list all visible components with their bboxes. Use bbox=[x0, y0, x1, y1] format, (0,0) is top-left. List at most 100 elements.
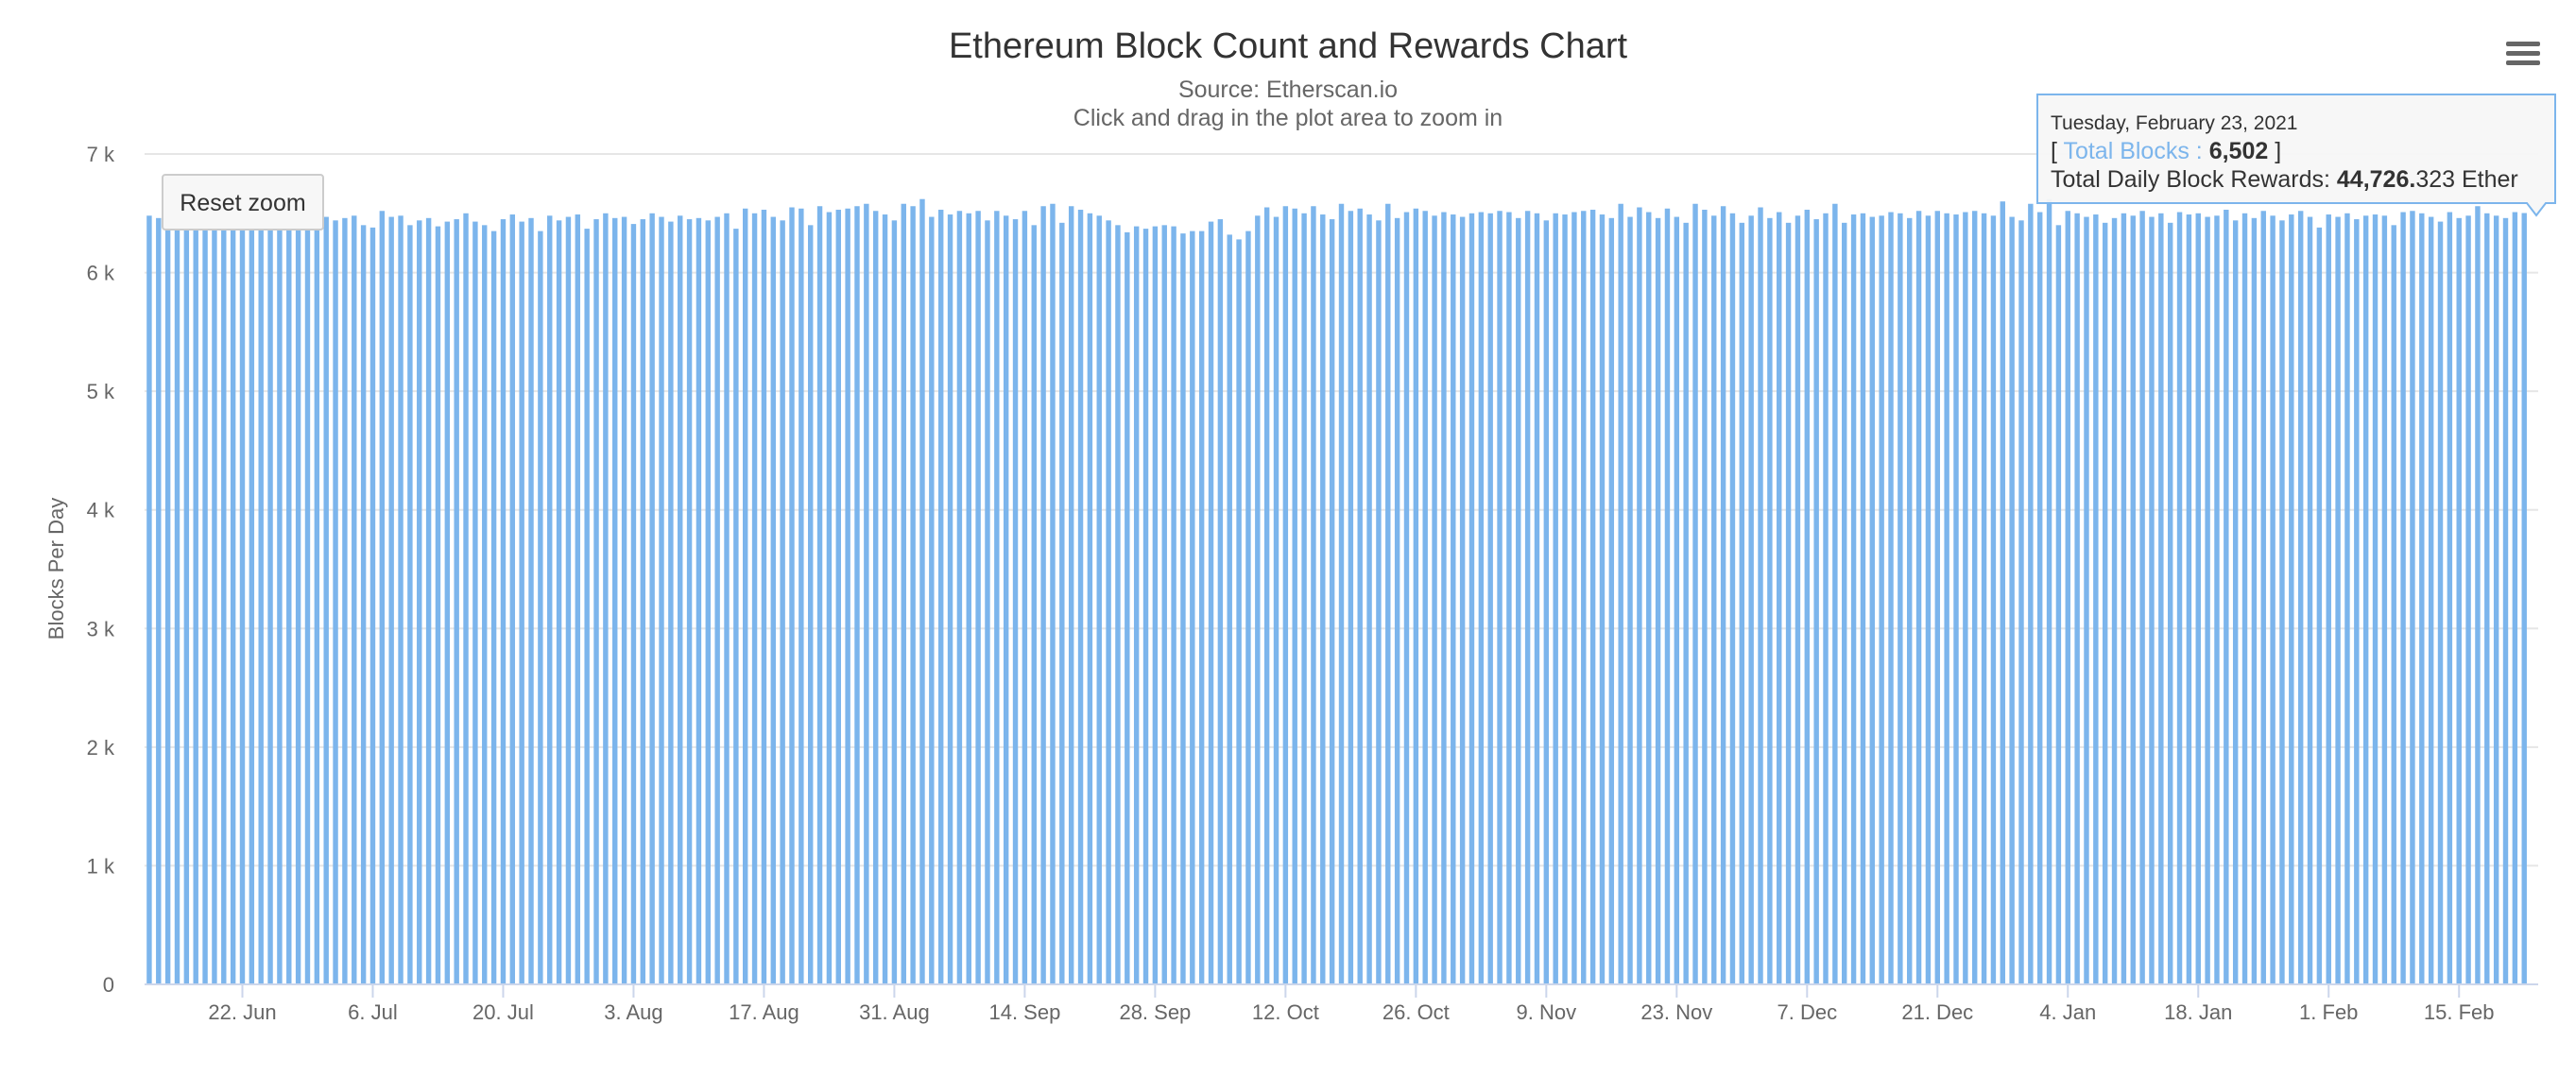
bar[interactable] bbox=[183, 221, 190, 984]
bar[interactable] bbox=[1059, 222, 1065, 984]
bar[interactable] bbox=[1198, 231, 1205, 984]
bar[interactable] bbox=[770, 216, 776, 985]
bar[interactable] bbox=[1925, 215, 1932, 985]
bar[interactable] bbox=[1096, 215, 1102, 985]
bar[interactable] bbox=[1664, 208, 1671, 984]
bar[interactable] bbox=[146, 215, 152, 985]
bar[interactable] bbox=[994, 211, 1000, 984]
bar[interactable] bbox=[1972, 211, 1978, 984]
bar[interactable] bbox=[1674, 216, 1680, 985]
bar[interactable] bbox=[872, 211, 879, 984]
bar[interactable] bbox=[1077, 210, 1084, 984]
bar[interactable] bbox=[1255, 215, 1261, 985]
bar[interactable] bbox=[202, 220, 208, 984]
bar[interactable] bbox=[1311, 206, 1316, 984]
bar[interactable] bbox=[705, 220, 711, 984]
bar[interactable] bbox=[1553, 213, 1558, 985]
bar[interactable] bbox=[956, 211, 963, 984]
bar[interactable] bbox=[352, 215, 357, 985]
bar[interactable] bbox=[1627, 216, 1633, 985]
bar[interactable] bbox=[1478, 212, 1485, 984]
bar[interactable] bbox=[593, 219, 599, 984]
reset-zoom-label[interactable]: Reset zoom bbox=[180, 190, 305, 216]
bar[interactable] bbox=[2074, 213, 2080, 985]
bar[interactable] bbox=[1516, 217, 1521, 984]
bar[interactable] bbox=[444, 221, 451, 984]
bar[interactable] bbox=[864, 203, 869, 985]
bar[interactable] bbox=[2335, 216, 2341, 985]
bar[interactable] bbox=[901, 203, 906, 985]
bar[interactable] bbox=[1850, 214, 1857, 985]
bar[interactable] bbox=[668, 221, 674, 984]
bar[interactable] bbox=[2419, 213, 2425, 985]
bar[interactable] bbox=[2158, 213, 2164, 985]
bar[interactable] bbox=[1608, 217, 1615, 984]
bar[interactable] bbox=[1451, 214, 1456, 985]
bar[interactable] bbox=[1263, 207, 1270, 984]
bar[interactable] bbox=[1785, 222, 1792, 984]
bar[interactable] bbox=[2176, 212, 2183, 984]
bar[interactable] bbox=[751, 213, 758, 985]
bar[interactable] bbox=[799, 208, 804, 984]
bar[interactable] bbox=[1087, 213, 1093, 985]
bar[interactable] bbox=[1637, 207, 1642, 984]
bar[interactable] bbox=[2456, 217, 2462, 984]
bar[interactable] bbox=[2447, 212, 2453, 984]
bar[interactable] bbox=[2521, 213, 2527, 984]
bar[interactable] bbox=[1320, 214, 1326, 985]
bar[interactable] bbox=[221, 219, 227, 984]
bar[interactable] bbox=[2018, 220, 2024, 984]
bar[interactable] bbox=[1915, 211, 1922, 984]
bar[interactable] bbox=[1963, 212, 1968, 984]
bar[interactable] bbox=[2316, 227, 2323, 985]
bar[interactable] bbox=[1534, 213, 1540, 985]
bar[interactable] bbox=[2307, 216, 2313, 985]
bar[interactable] bbox=[1777, 212, 1782, 984]
bar[interactable] bbox=[714, 216, 720, 985]
bar[interactable] bbox=[2009, 216, 2015, 985]
bar[interactable] bbox=[1692, 203, 1698, 985]
bar[interactable] bbox=[2214, 215, 2220, 985]
bar[interactable] bbox=[1702, 210, 1708, 984]
bar[interactable] bbox=[575, 214, 581, 985]
bar[interactable] bbox=[2381, 215, 2388, 985]
bar[interactable] bbox=[379, 211, 386, 984]
bar[interactable] bbox=[1813, 219, 1819, 984]
bar[interactable] bbox=[1953, 214, 1959, 985]
bar[interactable] bbox=[780, 220, 785, 984]
bar[interactable] bbox=[239, 217, 246, 984]
bar[interactable] bbox=[1655, 217, 1661, 984]
bar[interactable] bbox=[1217, 219, 1224, 984]
bar[interactable] bbox=[1208, 221, 1214, 984]
bar[interactable] bbox=[1571, 212, 1577, 984]
bar[interactable] bbox=[854, 206, 860, 984]
bar[interactable] bbox=[1180, 233, 1186, 984]
bar[interactable] bbox=[463, 213, 469, 985]
bar[interactable] bbox=[277, 225, 283, 985]
bar[interactable] bbox=[2093, 214, 2099, 985]
bar[interactable] bbox=[1152, 226, 1159, 985]
bar[interactable] bbox=[360, 225, 367, 985]
bar[interactable] bbox=[1487, 213, 1493, 985]
bar[interactable] bbox=[509, 214, 516, 985]
bar[interactable] bbox=[2232, 220, 2239, 984]
bar[interactable] bbox=[2111, 217, 2118, 984]
bar[interactable] bbox=[2139, 211, 2145, 984]
bar[interactable] bbox=[975, 211, 981, 984]
bar[interactable] bbox=[2484, 213, 2490, 985]
bar[interactable] bbox=[333, 220, 338, 984]
bar[interactable] bbox=[2289, 214, 2294, 985]
bar[interactable] bbox=[2028, 203, 2034, 985]
bar[interactable] bbox=[212, 216, 217, 985]
bar[interactable] bbox=[454, 219, 459, 984]
bar[interactable] bbox=[1422, 211, 1428, 984]
bar[interactable] bbox=[882, 214, 888, 985]
bar[interactable] bbox=[1385, 203, 1391, 985]
bar[interactable] bbox=[1599, 214, 1606, 985]
bar[interactable] bbox=[519, 221, 524, 984]
bar[interactable] bbox=[2475, 206, 2481, 984]
bar[interactable] bbox=[164, 219, 171, 984]
bar[interactable] bbox=[2224, 210, 2229, 984]
bar[interactable] bbox=[1301, 213, 1307, 985]
bar[interactable] bbox=[304, 224, 311, 985]
